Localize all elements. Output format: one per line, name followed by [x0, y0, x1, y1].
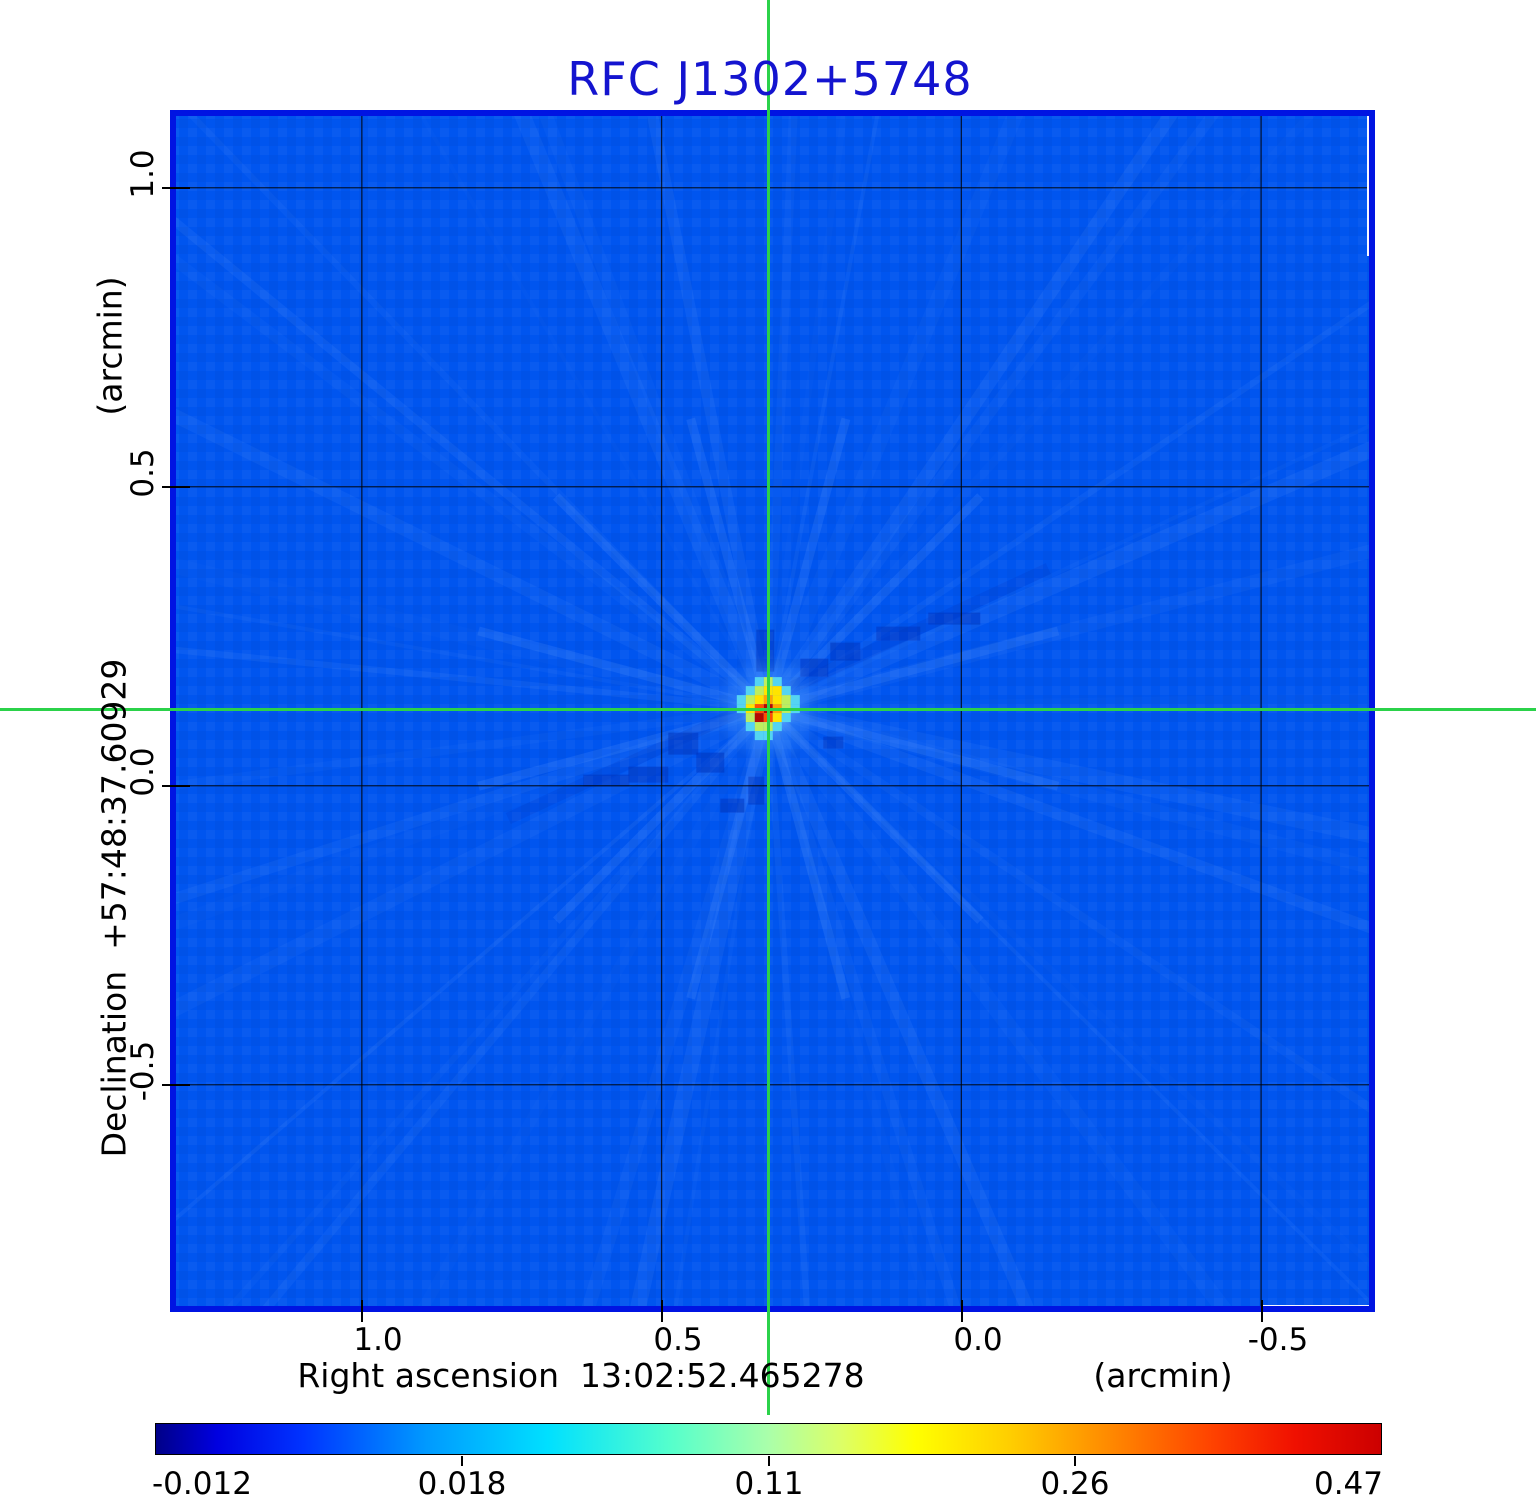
colorbar-tick-mark — [1074, 1456, 1076, 1466]
x-tick-label: 1.0 — [353, 1322, 403, 1358]
colorbar-tick-mark — [768, 1456, 770, 1466]
colorbar-tick-mark — [461, 1456, 463, 1466]
y-tick-mark — [162, 785, 190, 787]
y-axis-title: Declination +57:48:37.60929 — [94, 658, 134, 1158]
plot-title: RFC J1302+5748 — [567, 52, 973, 106]
x-tick-label: -0.5 — [1247, 1322, 1309, 1358]
y-tick-label: 0.5 — [125, 448, 161, 498]
y-axis-unit-label: (arcmin) — [90, 276, 130, 416]
x-tick-label: 0.5 — [653, 1322, 703, 1358]
x-tick-mark — [661, 1300, 663, 1322]
x-axis-title: Right ascension 13:02:52.465278 — [297, 1356, 865, 1395]
x-tick-label: 0.0 — [953, 1322, 1003, 1358]
x-tick-mark — [1261, 1300, 1263, 1322]
y-tick-mark — [162, 1084, 190, 1086]
colorbar-tick-label: 0.11 — [734, 1466, 804, 1502]
crosshair-vertical-line — [767, 0, 770, 1415]
colorbar-tick-label: -0.012 — [152, 1466, 252, 1502]
crosshair-horizontal-line — [0, 708, 1536, 711]
sky-map — [170, 110, 1375, 1312]
x-tick-mark — [361, 1300, 363, 1322]
colorbar-bar — [155, 1423, 1382, 1455]
y-tick-mark — [162, 187, 190, 189]
y-tick-label: 1.0 — [125, 149, 161, 199]
colorbar-tick-label: 0.018 — [417, 1466, 507, 1502]
x-axis-unit-label: (arcmin) — [1093, 1356, 1233, 1395]
y-tick-mark — [162, 486, 190, 488]
sky-map-svg — [170, 110, 1375, 1312]
x-tick-mark — [961, 1300, 963, 1322]
colorbar-tick-label: 0.26 — [1040, 1466, 1110, 1502]
colorbar-tick-label: 0.47 — [1313, 1466, 1383, 1502]
